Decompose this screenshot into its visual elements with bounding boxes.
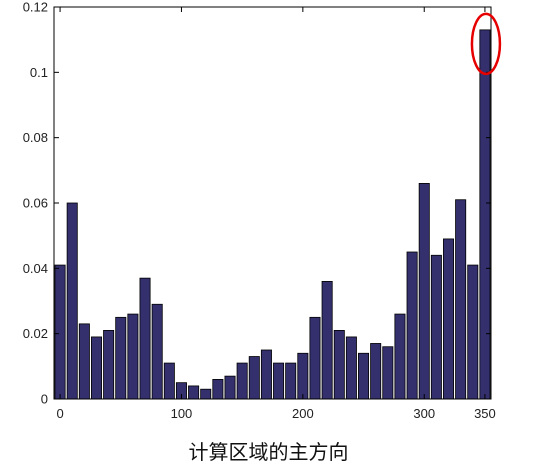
bar-170 [260,349,272,400]
bar-310 [430,254,442,400]
bar-150 [236,362,248,400]
bar-330 [455,199,467,400]
x-tick-label: 350 [474,406,496,421]
x-tick-label: 300 [413,406,435,421]
y-tick-label: 0.12 [23,0,48,15]
bar-90 [163,362,175,400]
bar-230 [333,329,345,400]
bar-190 [285,362,297,400]
x-tick-label: 100 [171,406,193,421]
bar-110 [188,385,200,400]
bar-340 [467,264,479,400]
annotations [470,12,502,76]
bar-70 [139,277,151,400]
x-axis: 0 100 200 300 350 [56,7,496,421]
figure-caption: 计算区域的主方向 [188,440,349,464]
bar-130 [212,378,224,400]
histogram-chart: 0 0.02 0.04 0.06 0.08 0.1 0.12 0 100 200 300 350 [23,0,502,421]
bar-320 [443,238,455,400]
y-axis: 0 0.02 0.04 0.06 0.08 0.1 0.12 [23,0,491,407]
bar-140 [224,375,236,400]
bar-280 [394,313,406,400]
x-tick-label: 0 [56,406,63,421]
bar-120 [200,388,212,400]
bar-30 [90,336,102,400]
bar-50 [115,316,127,400]
bar-220 [321,280,333,400]
bar-350 [479,29,491,400]
bar-250 [358,352,370,400]
bar-10 [66,202,78,400]
bar-160 [248,356,260,400]
bars-group [54,29,491,400]
bar-0 [54,264,66,400]
x-tick-label: 200 [292,406,314,421]
bar-20 [78,323,90,400]
bar-260 [370,343,382,400]
y-tick-label: 0.02 [23,326,48,341]
bar-180 [273,362,285,400]
bar-270 [382,346,394,400]
bar-300 [418,182,430,400]
bar-240 [345,336,357,400]
y-tick-label: 0.04 [23,261,48,276]
y-tick-label: 0.06 [23,196,48,211]
bar-60 [127,313,139,400]
bar-290 [406,251,418,400]
bar-210 [309,316,321,400]
highlight-ellipse [470,12,502,76]
bar-40 [103,329,115,400]
bar-200 [297,352,309,400]
bar-80 [151,303,163,400]
y-tick-label: 0.08 [23,130,48,145]
y-tick-label: 0.1 [30,65,48,80]
y-tick-label: 0 [41,392,48,407]
